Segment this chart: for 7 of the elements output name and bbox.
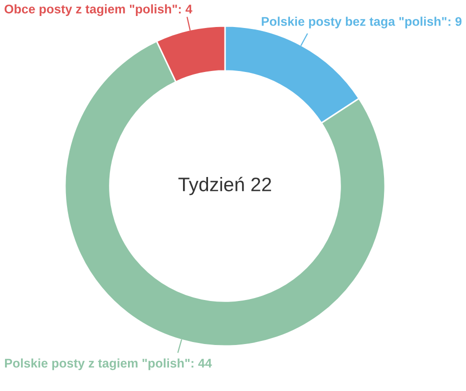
data-label: : 4 bbox=[178, 4, 192, 14]
slice-label: Polskie posty z tagiem "polish" bbox=[5, 358, 190, 370]
data-label: : 9 bbox=[448, 17, 462, 26]
slice-label: Polskie posty bez taga "polish" bbox=[262, 16, 446, 28]
slice-label: Obce posty z tagiem "polish" bbox=[4, 4, 177, 16]
text: Tydzień 22 bbox=[178, 176, 272, 196]
data-label: : 44 bbox=[192, 358, 212, 368]
